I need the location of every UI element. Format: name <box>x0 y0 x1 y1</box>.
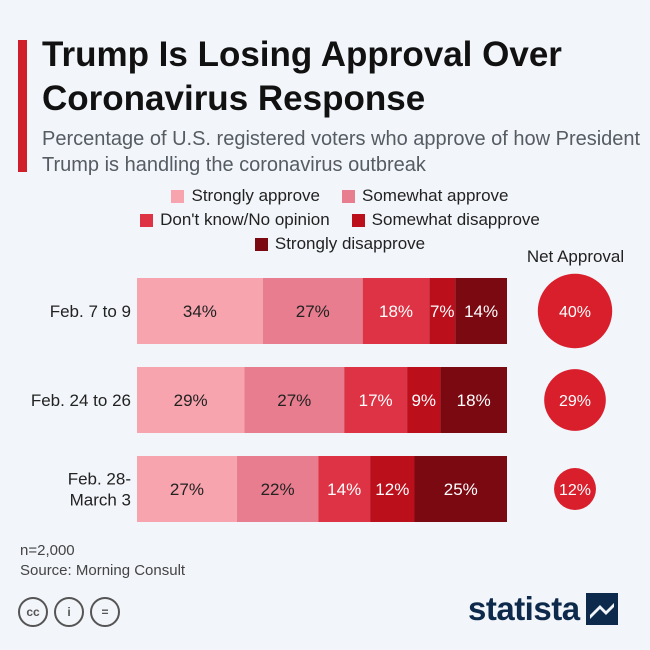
cc-icon: cc <box>18 597 48 627</box>
legend-label: Strongly disapprove <box>274 234 426 253</box>
net-approval-circle <box>537 273 613 349</box>
category-label: Feb. 7 to 9 <box>50 302 131 321</box>
data-label: 18% <box>457 391 491 410</box>
net-approval-label: 29% <box>559 393 591 410</box>
bar-segment <box>414 456 507 522</box>
bar-segment <box>440 367 507 433</box>
bar-segment <box>262 278 363 344</box>
data-label: 18% <box>379 302 413 321</box>
category-label: Feb. 28-March 3 <box>68 470 131 510</box>
legend-label: Don't know/No opinion <box>160 210 330 229</box>
data-label: 17% <box>359 391 393 410</box>
bar-segment <box>344 367 408 433</box>
footer-note: n=2,000 Source: Morning Consult <box>20 541 185 581</box>
data-label: 22% <box>261 480 295 499</box>
data-label: 27% <box>296 302 330 321</box>
bar-segment <box>407 367 441 433</box>
page-title: Trump Is Losing Approval Over Coronaviru… <box>42 35 562 118</box>
legend-swatch <box>351 213 365 227</box>
data-label: 27% <box>170 480 204 499</box>
data-label: 27% <box>277 391 311 410</box>
bar-segment <box>362 278 430 344</box>
page-subtitle: Percentage of U.S. registered voters who… <box>42 128 641 176</box>
data-label: 12% <box>375 480 409 499</box>
data-label: 7% <box>430 302 455 321</box>
category-label: Feb. 24 to 26 <box>31 391 131 410</box>
legend-item: Somewhat disapprove <box>351 210 540 230</box>
legend-item: Strongly disapprove <box>254 234 426 254</box>
net-approval-label: 12% <box>559 482 591 499</box>
net-approval-header: Net Approval <box>526 247 625 266</box>
sample-size: n=2,000 <box>20 542 75 559</box>
bar-segment <box>429 278 456 344</box>
data-label: 29% <box>174 391 208 410</box>
legend-item: Somewhat approve <box>342 186 509 206</box>
bar-segment <box>455 278 507 344</box>
statista-wordmark: statista <box>468 590 580 627</box>
license-icons: cc i = <box>18 597 120 627</box>
bar-segment <box>370 456 415 522</box>
legend-swatch <box>254 237 268 251</box>
bar-segment <box>236 456 319 522</box>
data-label: 34% <box>183 302 217 321</box>
data-label: 14% <box>327 480 361 499</box>
no-derivatives-icon: = <box>90 597 120 627</box>
statista-brand[interactable]: statista <box>468 590 618 628</box>
stacked-bar-chart: Feb. 7 to 9 34% 27% 18% 7% 14% 40% Feb. 24 to 2… <box>31 273 613 522</box>
net-approval-label: 40% <box>559 304 591 321</box>
legend-item: Don't know/No opinion <box>140 210 330 230</box>
source-note: Source: Morning Consult <box>20 562 186 579</box>
legend-swatch <box>171 189 185 203</box>
bar-segment <box>137 367 245 433</box>
bar-segment <box>137 278 263 344</box>
bar-segment <box>318 456 371 522</box>
chart-legend: Strongly approve Somewhat approve Don't kn… <box>80 186 600 254</box>
data-label: 14% <box>464 302 498 321</box>
data-label: 9% <box>411 391 436 410</box>
title-accent-bar <box>18 40 27 172</box>
net-approval-circle <box>544 369 606 431</box>
legend-swatch <box>140 213 154 227</box>
bar-segment <box>137 456 237 522</box>
statista-logo-icon <box>585 593 618 625</box>
legend-label: Somewhat approve <box>362 186 509 205</box>
net-approval-circle <box>554 468 596 510</box>
bar-segment <box>244 367 345 433</box>
legend-swatch <box>342 189 356 203</box>
legend-label: Strongly approve <box>191 186 321 205</box>
legend-label: Somewhat disapprove <box>371 210 540 229</box>
data-label: 25% <box>444 480 478 499</box>
legend-item: Strongly approve <box>171 186 320 206</box>
attribution-icon: i <box>54 597 84 627</box>
